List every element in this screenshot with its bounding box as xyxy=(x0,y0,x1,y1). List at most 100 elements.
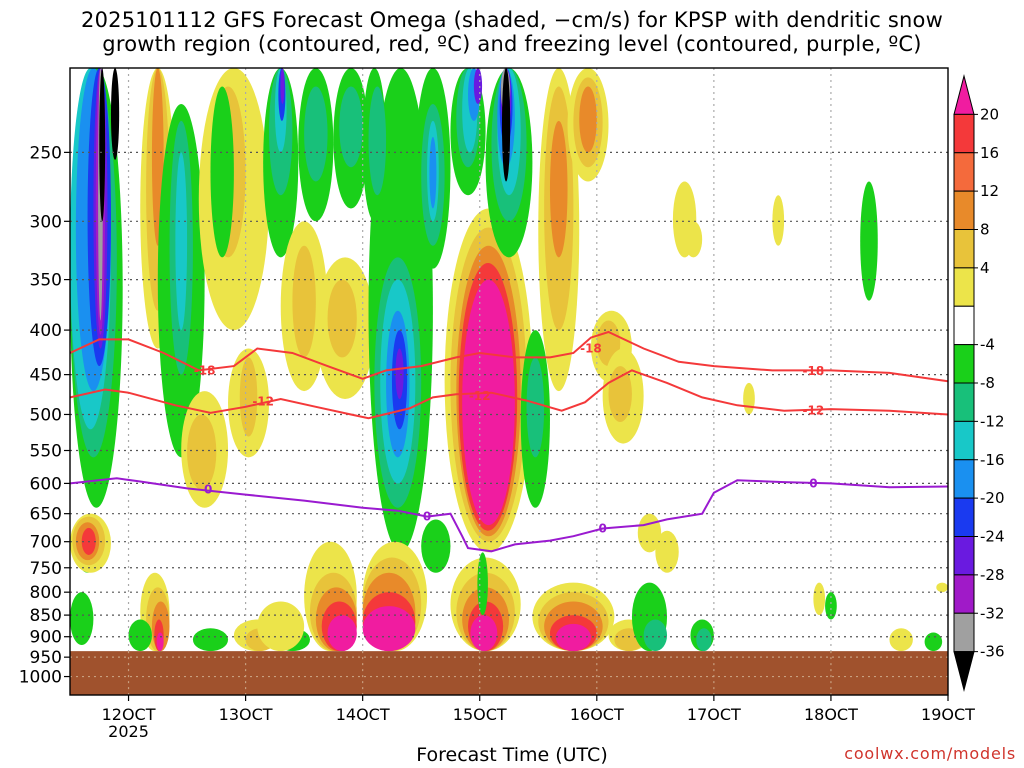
chart-title-line-1: 2025101112 GFS Forecast Omega (shaded, −… xyxy=(81,8,943,32)
colorbar-arrow-top xyxy=(953,74,975,115)
omega-blob xyxy=(696,628,712,652)
y-tick-label: 450 xyxy=(30,366,62,386)
contour-label: -18 xyxy=(194,363,216,377)
chart-title-line-2: growth region (contoured, red, ºC) and f… xyxy=(102,32,922,56)
omega-blob xyxy=(327,279,357,358)
omega-blob xyxy=(936,582,948,593)
contour-label: -12 xyxy=(469,389,491,403)
y-tick-label: 350 xyxy=(30,271,62,291)
omega-blob xyxy=(239,357,258,437)
colorbar-bin xyxy=(953,113,975,154)
y-tick-label: 1000 xyxy=(19,668,62,688)
omega-blob xyxy=(156,632,164,652)
x-tick-label: 13OCT xyxy=(219,705,273,724)
colorbar-bin xyxy=(953,152,975,192)
omega-blob xyxy=(549,120,568,258)
y-tick-label: 650 xyxy=(30,505,62,525)
x-tick-label: 12OCT xyxy=(102,705,156,724)
y-axis: 2503003504004505005506006507007508008509… xyxy=(19,143,70,688)
y-tick-label: 950 xyxy=(30,648,62,668)
x-tick-label: 19OCT xyxy=(921,705,975,724)
omega-blob xyxy=(128,619,152,652)
omega-blob xyxy=(395,348,404,400)
y-tick-label: 500 xyxy=(30,405,62,425)
omega-blob xyxy=(429,136,437,209)
x-tick-label: 17OCT xyxy=(687,705,741,724)
omega-blob xyxy=(860,181,878,301)
colorbar-label: -28 xyxy=(980,566,1005,584)
omega-blob xyxy=(813,582,826,616)
omega-blob xyxy=(257,601,305,652)
colorbar-bin xyxy=(953,612,975,653)
omega-blob xyxy=(362,606,416,652)
colorbar-label: -8 xyxy=(980,374,995,392)
omega-blob xyxy=(579,86,597,153)
colorbar: 20 16 12 8 4 -4 -8 -12 -16 -20 -24 -28 -32 -36 xyxy=(953,74,1005,692)
colorbar-bin xyxy=(953,344,975,384)
omega-blob xyxy=(772,195,785,246)
omega-blob xyxy=(210,86,234,258)
colorbar-bin xyxy=(953,536,975,576)
x-year-label: 2025 xyxy=(108,722,149,741)
plot-frame xyxy=(69,67,949,696)
omega-blob xyxy=(825,592,837,620)
credit-text[interactable]: coolwx.com/models xyxy=(844,744,1016,763)
y-tick-label: 800 xyxy=(30,583,62,603)
colorbar-bin xyxy=(953,497,975,537)
omega-blob xyxy=(555,623,591,652)
colorbar-label: 20 xyxy=(980,105,999,123)
omega-blob xyxy=(187,414,217,490)
colorbar-bin xyxy=(953,190,975,230)
contour-line-2 xyxy=(70,477,948,553)
omega-blob xyxy=(175,152,188,331)
omega-shading xyxy=(70,68,948,652)
contour-label: 0 xyxy=(809,476,817,490)
omega-blob xyxy=(924,632,943,652)
omega-blob xyxy=(643,619,668,652)
omega-blob xyxy=(70,592,94,646)
x-axis-title: Forecast Time (UTC) xyxy=(416,744,608,766)
terrain-rect xyxy=(70,651,948,695)
colorbar-label: 8 xyxy=(980,221,990,239)
colorbar-label: -36 xyxy=(980,643,1005,661)
colorbar-label: -12 xyxy=(980,412,1005,430)
temperature-contours: -18 -18 -18 -12 -12 -12 0 0 0 0 xyxy=(70,330,948,553)
x-tick-label: 14OCT xyxy=(336,705,390,724)
omega-blob xyxy=(292,245,316,358)
contour-label: -18 xyxy=(580,342,602,356)
contour-label: 0 xyxy=(598,521,606,535)
x-tick-label: 15OCT xyxy=(453,705,507,724)
omega-blob xyxy=(99,68,106,222)
colorbar-label: -20 xyxy=(980,489,1005,507)
y-tick-label: 850 xyxy=(30,606,62,626)
colorbar-label: 16 xyxy=(980,144,999,162)
omega-blob xyxy=(304,86,328,182)
omega-blob xyxy=(501,68,511,182)
colorbar-bin xyxy=(953,420,975,461)
colorbar-label: 4 xyxy=(980,259,990,277)
omega-blob xyxy=(421,519,451,573)
colorbar-arrow-bottom xyxy=(953,651,975,692)
y-tick-label: 550 xyxy=(30,442,62,462)
colorbar-label: -32 xyxy=(980,604,1005,622)
x-axis: 12OCT 13OCT 14OCT 15OCT 16OCT 17OCT 18OCT 19OCT… xyxy=(102,695,975,741)
omega-blob xyxy=(368,86,387,196)
colorbar-bin xyxy=(953,305,975,346)
omega-blob xyxy=(339,86,363,168)
omega-blob xyxy=(110,68,120,160)
omega-blob xyxy=(327,615,357,652)
y-tick-label: 700 xyxy=(30,533,62,553)
colorbar-label: -4 xyxy=(980,336,995,354)
y-tick-label: 300 xyxy=(30,212,62,232)
y-tick-label: 750 xyxy=(30,559,62,579)
colorbar-bin xyxy=(953,574,975,614)
colorbar-bin xyxy=(953,229,975,269)
omega-blob xyxy=(526,357,545,458)
contour-label: -12 xyxy=(252,394,274,408)
omega-blob xyxy=(477,552,488,616)
y-tick-label: 250 xyxy=(30,143,62,163)
omega-blob xyxy=(637,513,662,553)
omega-blob xyxy=(470,615,498,652)
y-tick-label: 400 xyxy=(30,321,62,341)
